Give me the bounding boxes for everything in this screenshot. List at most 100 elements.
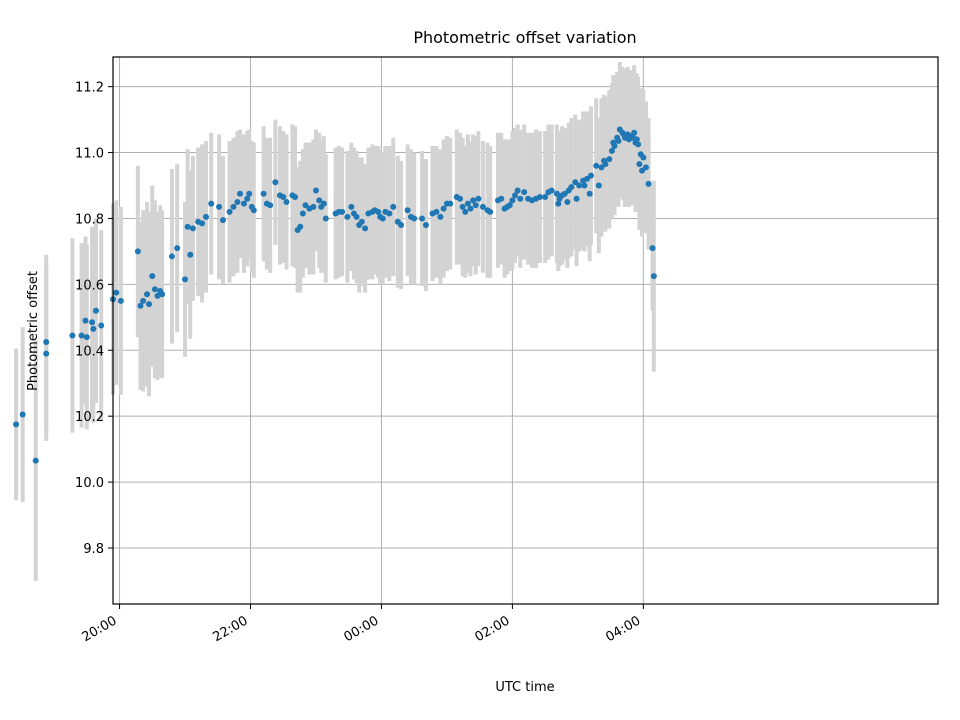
data-point [339, 208, 346, 215]
data-point [555, 200, 562, 207]
y-tick-label: 9.8 [83, 542, 104, 557]
data-point [292, 194, 299, 201]
data-point [322, 215, 329, 222]
data-point [457, 195, 464, 202]
data-point [433, 208, 440, 215]
data-point [631, 129, 638, 136]
data-point [310, 203, 317, 210]
y-axis-label: Photometric offset [26, 271, 41, 391]
data-point [237, 190, 244, 197]
x-axis-label: UTC time [495, 680, 554, 695]
error-bars [14, 61, 656, 581]
data-point [487, 208, 494, 215]
data-point [514, 187, 521, 194]
data-point [379, 215, 386, 222]
data-point [437, 213, 444, 220]
data-point [358, 218, 365, 225]
data-point [542, 194, 549, 201]
data-point [561, 190, 568, 197]
data-point [90, 325, 97, 332]
data-point [586, 190, 593, 197]
data-point [154, 292, 161, 299]
data-point [536, 194, 543, 201]
data-point [564, 198, 571, 205]
x-tick-label: 20:00 [80, 613, 120, 645]
y-tick-label: 10.6 [75, 278, 104, 293]
x-tick-label: 22:00 [211, 613, 251, 645]
data-point [649, 245, 656, 252]
data-point [226, 208, 233, 215]
data-point [134, 248, 141, 255]
data-point [464, 200, 471, 207]
data-point [610, 139, 617, 146]
data-point [635, 141, 642, 148]
data-point [216, 203, 223, 210]
data-point [113, 289, 120, 296]
data-point [344, 213, 351, 220]
data-point [553, 190, 560, 197]
data-point [32, 457, 39, 464]
data-point [302, 202, 309, 209]
data-point [459, 203, 466, 210]
data-point [159, 291, 166, 298]
data-point [462, 208, 469, 215]
data-point [625, 136, 632, 143]
data-point [168, 253, 175, 260]
data-point [375, 208, 382, 215]
data-point [593, 162, 600, 169]
data-point [512, 192, 519, 199]
data-point [43, 339, 50, 346]
data-point [479, 203, 486, 210]
data-point [353, 213, 360, 220]
data-point [244, 195, 251, 202]
data-point [189, 225, 196, 232]
data-point [272, 179, 279, 186]
y-tick-label: 10.8 [75, 212, 104, 227]
data-point [642, 164, 649, 171]
data-point [470, 197, 477, 204]
data-point [220, 217, 226, 224]
data-point [568, 184, 575, 191]
y-tick-label: 11.0 [75, 147, 104, 162]
data-point [573, 195, 580, 202]
data-point [608, 147, 615, 154]
data-point [320, 200, 327, 207]
data-point [447, 200, 454, 207]
data-point [595, 182, 602, 189]
data-point [506, 202, 513, 209]
data-point [117, 297, 124, 304]
x-tick-label: 00:00 [342, 613, 382, 645]
data-point [182, 276, 189, 283]
data-point [517, 195, 524, 202]
data-point [398, 222, 405, 229]
data-point [467, 205, 474, 212]
plot-frame [112, 56, 939, 605]
data-point [149, 273, 156, 280]
data-point [633, 136, 640, 143]
data-point [581, 182, 588, 189]
data-point [440, 205, 447, 212]
data-point [640, 154, 647, 161]
data-point [297, 223, 304, 230]
data-point [645, 180, 652, 187]
data-point [587, 172, 594, 179]
data-point [584, 175, 591, 182]
data-point [598, 164, 605, 171]
data-point [362, 225, 369, 232]
data-point [208, 200, 215, 207]
x-tick-label: 02:00 [472, 613, 512, 645]
data-point [601, 157, 608, 164]
data-point [199, 220, 206, 227]
data-point [386, 210, 393, 217]
data-point [250, 207, 257, 214]
chart-title: Photometric offset variation [413, 28, 636, 47]
y-tick-label: 11.2 [75, 81, 104, 96]
data-point [498, 195, 505, 202]
data-point [78, 332, 85, 339]
data-point [650, 273, 657, 280]
data-point [280, 194, 287, 201]
data-point [187, 251, 194, 258]
data-point [98, 322, 105, 329]
